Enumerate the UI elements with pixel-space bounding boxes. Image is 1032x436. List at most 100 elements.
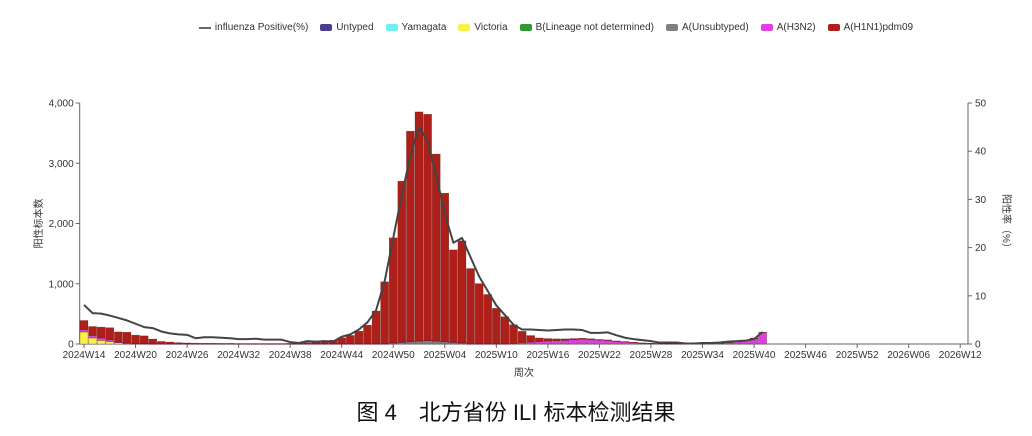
bar-a-h3n2- [552, 340, 561, 345]
bar-a-h3n2- [560, 340, 570, 345]
x-tick-label: 2025W34 [681, 350, 724, 361]
legend-swatch [665, 24, 678, 31]
legend-item-h1n1[interactable]: A(H1N1)pdm09 [827, 22, 913, 33]
y2-axis-title: 阳性率（%） [1000, 194, 1013, 253]
bar-a-h1n1-pdm09 [157, 341, 166, 345]
bar-a-h1n1-pdm09 [165, 341, 175, 345]
y-tick-label: 3,000 [49, 159, 74, 170]
bar-a-h1n1-pdm09 [122, 332, 132, 344]
legend-item-a-unsubtyped[interactable]: A(Unsubtyped) [665, 22, 749, 33]
y-axis-title: 阳性标本数 [32, 199, 45, 249]
y-tick-label: 0 [68, 340, 74, 351]
legend-label: Untyped [336, 22, 374, 33]
bar-victoria [96, 340, 106, 345]
legend-label: influenza Positive(%) [214, 22, 309, 33]
bar-a-h1n1-pdm09 [79, 320, 89, 330]
legend-swatch [385, 24, 398, 31]
x-tick-label: 2024W32 [217, 350, 260, 361]
y2-tick-label: 20 [975, 243, 987, 254]
legend-item-untyped[interactable]: Untyped [320, 22, 374, 33]
legend-swatch [760, 24, 773, 31]
x-tick-label: 2024W50 [372, 350, 415, 361]
x-tick-label: 2025W22 [578, 350, 621, 361]
bar-a-h3n2- [603, 340, 613, 345]
legend-item-line[interactable]: influenza Positive(%) [198, 22, 309, 33]
bar-a-h1n1-pdm09 [346, 335, 355, 345]
bar-a-h1n1-pdm09 [638, 342, 647, 344]
bar-a-h3n2- [79, 329, 89, 333]
legend-item-yamagata[interactable]: Yamagata [385, 22, 447, 33]
bar-a-h1n1-pdm09 [595, 339, 604, 341]
bar-a-h3n2- [569, 339, 578, 345]
legend-label: Yamagata [401, 22, 447, 33]
bar-a-h1n1-pdm09 [526, 335, 535, 343]
bar-a-h3n2- [612, 341, 621, 345]
legend-item-h3n2[interactable]: A(H3N2) [760, 22, 816, 33]
legend-swatch [320, 24, 333, 31]
bar-a-h1n1-pdm09 [543, 338, 553, 342]
bar-a-h1n1-pdm09 [569, 338, 578, 341]
figure-caption: 图 4 北方省份 ILI 标本检测结果 [356, 400, 676, 425]
bar-a-h1n1-pdm09 [303, 342, 312, 345]
x-axis-title: 周次 [514, 366, 534, 379]
bar-a-h1n1-pdm09 [397, 180, 407, 343]
bar-a-h1n1-pdm09 [586, 338, 596, 340]
legend-item-victoria[interactable]: Victoria [458, 22, 508, 33]
bar-victoria [88, 337, 97, 345]
bar-a-h1n1-pdm09 [612, 340, 621, 342]
y2-tick-label: 10 [975, 291, 987, 302]
bar-a-h1n1-pdm09 [492, 308, 501, 345]
bar-a-h3n2- [577, 338, 587, 345]
bar-a-h1n1-pdm09 [440, 193, 450, 342]
bar-a-h3n2- [535, 341, 544, 345]
bar-a-h1n1-pdm09 [577, 338, 587, 340]
bar-a-h1n1-pdm09 [268, 343, 278, 345]
bar-a-h1n1-pdm09 [406, 130, 415, 342]
y2-tick-label: 0 [975, 340, 981, 351]
bar-a-h1n1-pdm09 [242, 343, 252, 345]
bar-a-h1n1-pdm09 [131, 334, 140, 344]
legend-item-b-lineage[interactable]: B(Lineage not determined) [519, 22, 654, 33]
bar-a-h3n2- [586, 339, 596, 345]
bar-a-h1n1-pdm09 [285, 343, 295, 345]
legend-label: B(Lineage not determined) [535, 22, 654, 33]
bar-a-h1n1-pdm09 [182, 342, 192, 345]
bar-a-h3n2- [440, 341, 450, 343]
bar-a-h1n1-pdm09 [431, 153, 441, 342]
bar-a-h1n1-pdm09 [474, 283, 484, 345]
bar-a-h1n1-pdm09 [139, 335, 149, 344]
bar-a-h3n2- [88, 335, 97, 339]
bar-a-h1n1-pdm09 [620, 341, 630, 343]
bar-a-h1n1-pdm09 [363, 324, 372, 345]
bar-a-h1n1-pdm09 [114, 331, 123, 343]
x-tick-label: 2024W26 [166, 350, 209, 361]
bar-a-h3n2- [526, 341, 535, 345]
y-tick-label: 2,000 [49, 219, 74, 230]
bar-a-h1n1-pdm09 [371, 310, 381, 345]
x-tick-label: 2025W52 [836, 350, 879, 361]
bar-a-h1n1-pdm09 [234, 343, 243, 345]
bar-a-h1n1-pdm09 [517, 331, 527, 344]
bar-a-h1n1-pdm09 [225, 343, 235, 345]
bar-a-h1n1-pdm09 [174, 342, 183, 345]
y2-tick-label: 30 [975, 195, 987, 206]
bar-a-h1n1-pdm09 [629, 342, 639, 344]
bar-a-h3n2- [543, 340, 553, 345]
bar-a-h3n2- [595, 339, 604, 345]
bar-a-h1n1-pdm09 [96, 326, 106, 339]
bar-a-h3n2- [105, 339, 115, 342]
bar-a-h3n2- [96, 337, 106, 341]
bar-a-h1n1-pdm09 [105, 327, 115, 341]
x-tick-label: 2025W46 [784, 350, 827, 361]
y2-tick-label: 50 [975, 99, 987, 110]
x-tick-label: 2024W38 [269, 350, 312, 361]
legend-swatch [458, 24, 471, 31]
bar-a-h1n1-pdm09 [603, 339, 613, 341]
bar-a-h1n1-pdm09 [552, 338, 561, 341]
legend-label: A(Unsubtyped) [681, 22, 749, 33]
bar-a-h1n1-pdm09 [191, 342, 200, 345]
x-tick-label: 2024W44 [320, 350, 363, 361]
x-tick-label: 2025W40 [733, 350, 776, 361]
bar-victoria [105, 341, 115, 345]
